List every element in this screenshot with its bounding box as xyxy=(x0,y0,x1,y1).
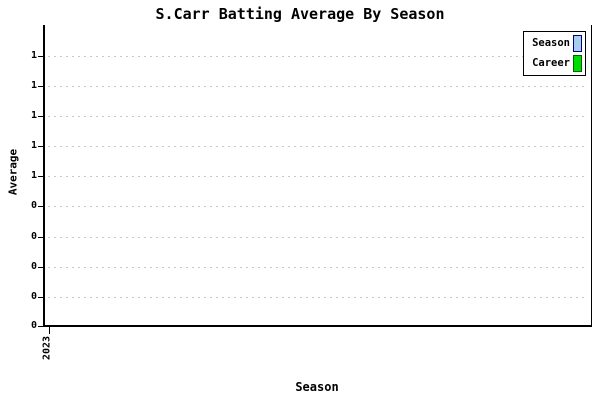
x-axis-title: Season xyxy=(295,380,339,394)
y-gridline xyxy=(48,146,586,147)
y-gridline xyxy=(48,237,586,238)
y-tick-mark xyxy=(38,56,44,57)
y-tick-label: 1 xyxy=(30,170,37,181)
legend-item-career: Career xyxy=(527,55,582,72)
y-tick-mark xyxy=(38,146,44,147)
y-gridline xyxy=(48,116,586,117)
legend-label-career: Career xyxy=(532,57,570,69)
y-tick-mark xyxy=(38,176,44,177)
y-tick-label: 0 xyxy=(30,200,37,211)
y-tick-mark xyxy=(38,237,44,238)
y-axis-title: Average xyxy=(6,148,20,196)
legend: Season Career xyxy=(523,31,586,76)
y-tick-label: 1 xyxy=(30,50,37,61)
y-gridline xyxy=(48,176,586,177)
y-tick-mark xyxy=(38,326,44,327)
y-gridline xyxy=(48,86,586,87)
y-gridline xyxy=(48,297,586,298)
y-tick-label: 1 xyxy=(30,140,37,151)
y-tick-label: 0 xyxy=(30,320,37,331)
chart-title: S.Carr Batting Average By Season xyxy=(155,5,445,23)
legend-swatch-season xyxy=(573,35,582,52)
y-tick-mark xyxy=(38,116,44,117)
legend-item-season: Season xyxy=(527,35,582,52)
y-tick-label: 1 xyxy=(30,80,37,91)
x-tick-label: 2023 xyxy=(41,335,53,361)
y-tick-mark xyxy=(38,206,44,207)
y-gridline xyxy=(48,267,586,268)
y-gridline xyxy=(48,56,586,57)
x-tick-mark xyxy=(49,327,50,334)
y-tick-mark xyxy=(38,297,44,298)
y-tick-label: 0 xyxy=(30,291,37,302)
y-tick-mark xyxy=(38,267,44,268)
plot-area xyxy=(43,25,592,327)
legend-label-season: Season xyxy=(532,37,570,49)
y-gridline xyxy=(48,206,586,207)
y-tick-label: 0 xyxy=(30,261,37,272)
y-tick-label: 1 xyxy=(30,110,37,121)
legend-swatch-career xyxy=(573,55,582,72)
y-tick-mark xyxy=(38,86,44,87)
y-tick-label: 0 xyxy=(30,231,37,242)
